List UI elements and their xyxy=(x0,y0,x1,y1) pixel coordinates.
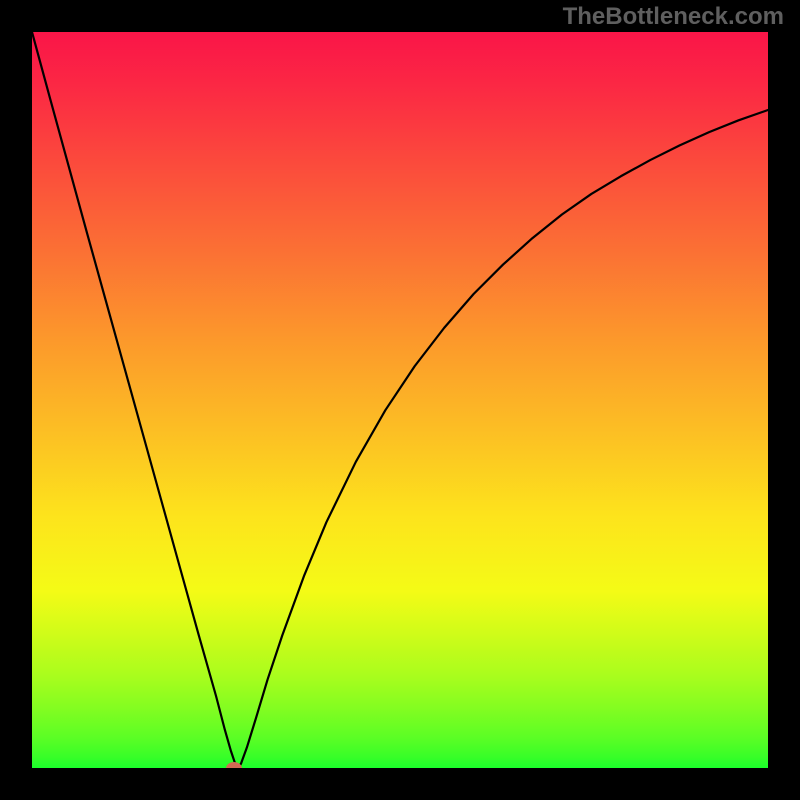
bottleneck-curve xyxy=(32,32,768,768)
curve-path xyxy=(32,32,768,768)
plot-area xyxy=(32,32,768,768)
watermark-text: TheBottleneck.com xyxy=(563,3,784,31)
